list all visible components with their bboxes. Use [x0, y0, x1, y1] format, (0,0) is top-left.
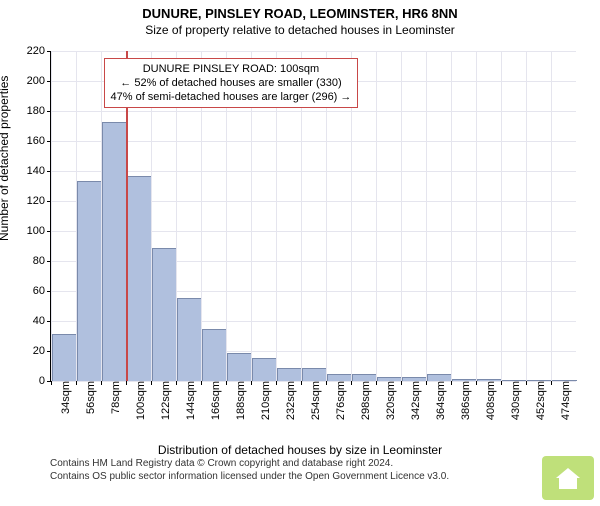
x-tick-label: 232sqm [281, 381, 297, 420]
info-line-2: ← 52% of detached houses are smaller (33… [111, 76, 352, 90]
x-tick-mark [151, 381, 152, 385]
histogram-bar [252, 358, 278, 382]
histogram-bar [427, 374, 453, 381]
logo-body-icon [559, 477, 577, 489]
x-tick-mark [401, 381, 402, 385]
x-tick-mark [101, 381, 102, 385]
x-tick-label: 430sqm [506, 381, 522, 420]
grid-line-v [476, 51, 477, 381]
histogram-bar [227, 353, 253, 381]
grid-line-h [51, 171, 576, 172]
grid-line-h [51, 141, 576, 142]
y-axis-label: Number of detached properties [0, 76, 11, 241]
x-tick-label: 100sqm [131, 381, 147, 420]
x-tick-label: 56sqm [81, 381, 97, 414]
x-tick-mark [251, 381, 252, 385]
x-tick-mark [326, 381, 327, 385]
x-tick-mark [226, 381, 227, 385]
x-tick-label: 452sqm [531, 381, 547, 420]
x-tick-mark [276, 381, 277, 385]
x-tick-label: 34sqm [56, 381, 72, 414]
x-tick-mark [176, 381, 177, 385]
x-tick-mark [451, 381, 452, 385]
histogram-bar [277, 368, 303, 381]
histogram-bar [327, 374, 353, 381]
x-tick-label: 166sqm [206, 381, 222, 420]
grid-line-v [376, 51, 377, 381]
x-tick-label: 364sqm [431, 381, 447, 420]
histogram-bar [77, 181, 103, 382]
footer: Contains HM Land Registry data © Crown c… [50, 457, 600, 483]
grid-line-v [401, 51, 402, 381]
x-tick-mark [51, 381, 52, 385]
y-tick-label: 80 [33, 255, 51, 267]
x-tick-label: 474sqm [556, 381, 572, 420]
x-tick-mark [501, 381, 502, 385]
x-tick-label: 78sqm [106, 381, 122, 414]
y-tick-label: 160 [27, 135, 51, 147]
x-tick-mark [376, 381, 377, 385]
grid-line-v [426, 51, 427, 381]
histogram-bar [102, 122, 128, 381]
histogram-bar [127, 176, 153, 381]
x-tick-label: 276sqm [331, 381, 347, 420]
y-tick-label: 220 [27, 45, 51, 57]
x-tick-label: 254sqm [306, 381, 322, 420]
grid-line-v [551, 51, 552, 381]
x-tick-mark [526, 381, 527, 385]
histogram-bar [177, 298, 203, 382]
x-tick-mark [76, 381, 77, 385]
y-tick-label: 200 [27, 75, 51, 87]
x-tick-mark [426, 381, 427, 385]
x-tick-label: 342sqm [406, 381, 422, 420]
y-tick-label: 40 [33, 315, 51, 327]
footer-line-2: Contains OS public sector information li… [50, 470, 600, 483]
grid-line-h [51, 111, 576, 112]
plot-area: 02040608010012014016018020022034sqm56sqm… [50, 51, 576, 382]
histogram-bar [202, 329, 228, 381]
grid-line-v [51, 51, 52, 381]
info-line-1: DUNURE PINSLEY ROAD: 100sqm [111, 62, 352, 76]
histogram-bar [352, 374, 378, 381]
histogram-bar [152, 248, 178, 381]
y-tick-label: 0 [39, 375, 51, 387]
x-tick-mark [201, 381, 202, 385]
x-tick-mark [301, 381, 302, 385]
x-axis-label: Distribution of detached houses by size … [0, 443, 600, 457]
histogram-bar [302, 368, 328, 381]
x-tick-label: 386sqm [456, 381, 472, 420]
y-tick-label: 180 [27, 105, 51, 117]
footer-line-1: Contains HM Land Registry data © Crown c… [50, 457, 600, 470]
x-tick-label: 144sqm [181, 381, 197, 420]
x-tick-label: 210sqm [256, 381, 272, 420]
x-tick-mark [476, 381, 477, 385]
x-tick-label: 298sqm [356, 381, 372, 420]
x-tick-mark [351, 381, 352, 385]
x-tick-mark [551, 381, 552, 385]
y-tick-label: 140 [27, 165, 51, 177]
y-tick-label: 100 [27, 225, 51, 237]
info-line-3: 47% of semi-detached houses are larger (… [111, 90, 352, 104]
grid-line-v [526, 51, 527, 381]
grid-line-h [51, 51, 576, 52]
x-tick-label: 320sqm [381, 381, 397, 420]
chart-info-box: DUNURE PINSLEY ROAD: 100sqm ← 52% of det… [104, 58, 359, 109]
x-tick-mark [126, 381, 127, 385]
y-tick-label: 60 [33, 285, 51, 297]
page-title: DUNURE, PINSLEY ROAD, LEOMINSTER, HR6 8N… [0, 6, 600, 21]
x-tick-label: 122sqm [156, 381, 172, 420]
y-tick-label: 120 [27, 195, 51, 207]
histogram-bar [52, 334, 78, 382]
grid-line-v [451, 51, 452, 381]
chart-container: Number of detached properties 0204060801… [0, 41, 590, 441]
x-tick-label: 188sqm [231, 381, 247, 420]
y-tick-label: 20 [33, 345, 51, 357]
x-tick-label: 408sqm [481, 381, 497, 420]
site-logo [542, 456, 594, 500]
grid-line-v [501, 51, 502, 381]
page-subtitle: Size of property relative to detached ho… [0, 23, 600, 37]
